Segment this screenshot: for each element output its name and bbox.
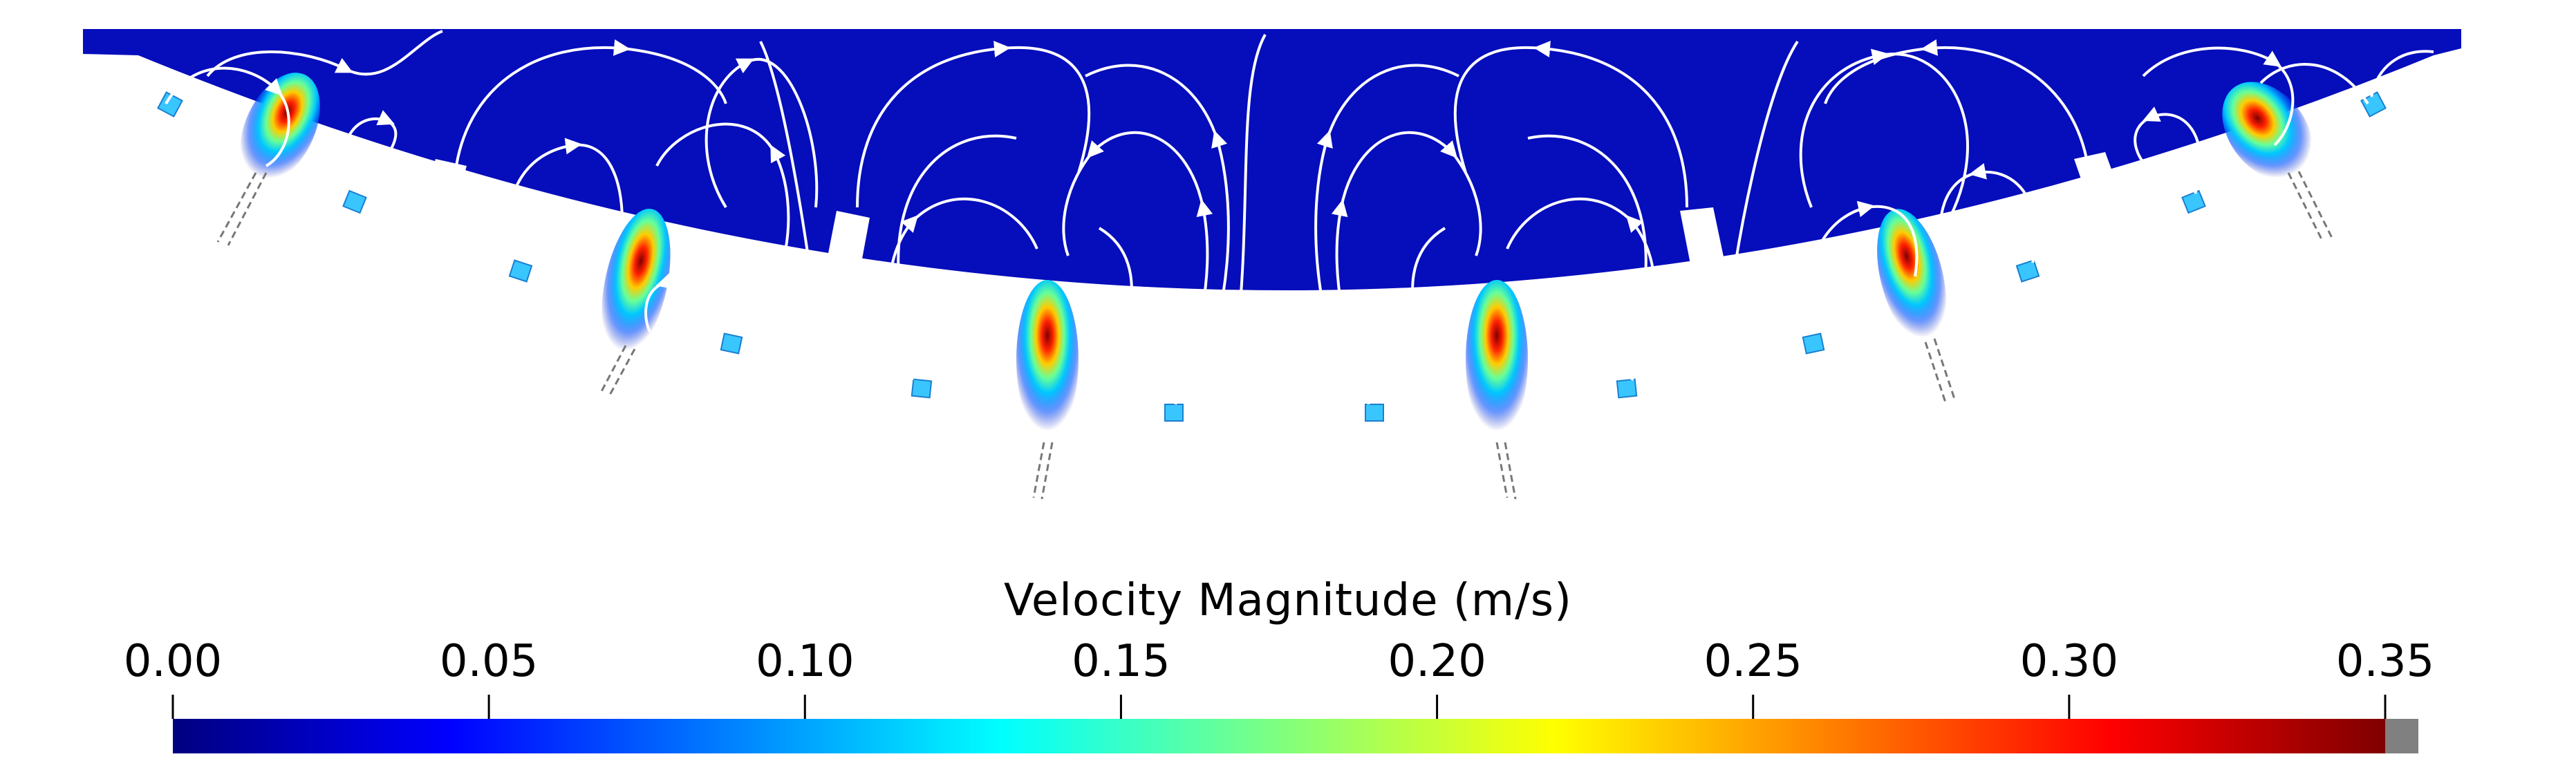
colorbar-tick-label: 0.00 bbox=[123, 636, 223, 687]
colorbar-title: Velocity Magnitude (m/s) bbox=[1004, 575, 1572, 626]
fluid-domain bbox=[83, 29, 2461, 290]
colorbar-tick-label: 0.20 bbox=[1388, 636, 1486, 687]
colorbar-tick-label: 0.30 bbox=[2019, 636, 2119, 687]
jets bbox=[240, 73, 2313, 439]
colorbar bbox=[171, 695, 2418, 753]
colorbar-tick-label: 0.10 bbox=[756, 636, 855, 687]
colorbar-above-range-swatch bbox=[2385, 719, 2418, 753]
outlets bbox=[157, 91, 2387, 422]
streamlines bbox=[165, 30, 2434, 405]
inlet-pipes bbox=[216, 171, 2335, 500]
colorbar-tick-label: 0.15 bbox=[1072, 636, 1170, 687]
fluid-domain-shade bbox=[83, 29, 2461, 290]
colorbar-tick-label: 0.25 bbox=[1704, 636, 1802, 687]
colorbar-gradient bbox=[173, 719, 2385, 753]
colorbar-tick-label: 0.05 bbox=[439, 636, 539, 687]
colorbar-tick-label: 0.35 bbox=[2335, 636, 2435, 687]
colorbar-ticks bbox=[171, 695, 2387, 719]
baffles bbox=[415, 152, 2133, 415]
